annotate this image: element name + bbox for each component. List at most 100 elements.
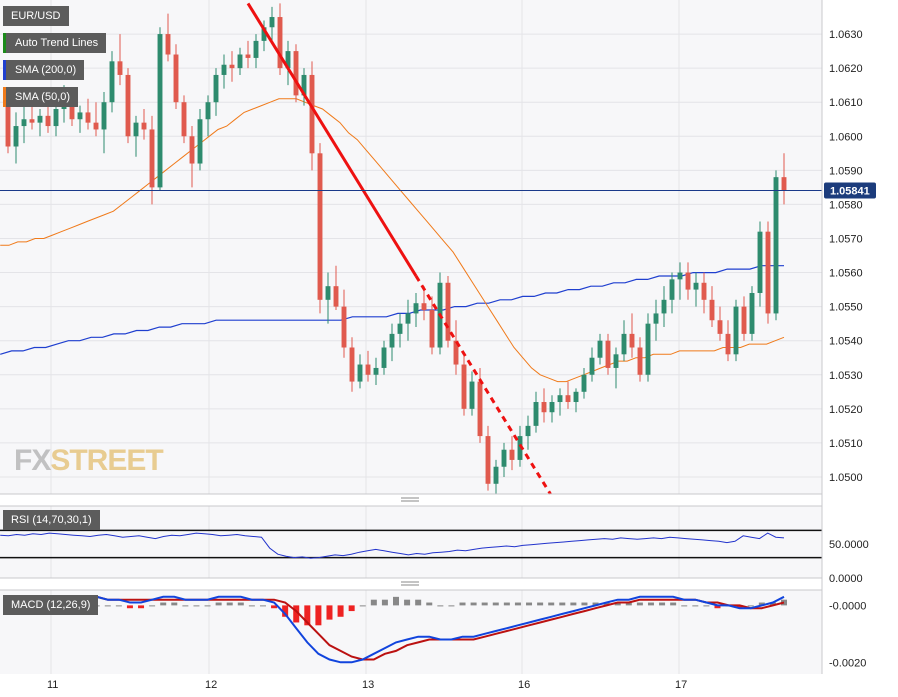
bearish-candle (85, 98, 91, 130)
candle-body (309, 74, 315, 154)
legend-rsi[interactable]: RSI (14,70,30,1) (3, 510, 100, 530)
candle-body (149, 129, 155, 188)
candle-body (5, 102, 11, 147)
candle-body (781, 177, 787, 191)
bullish-candle (589, 347, 595, 382)
y-tick-label: 1.0620 (829, 63, 863, 75)
candle-body (613, 354, 619, 368)
bearish-candle (365, 350, 371, 382)
bullish-candle (581, 367, 587, 399)
macd-panel (0, 590, 822, 674)
macd-histogram-bar (259, 605, 266, 607)
candle-body (493, 466, 499, 484)
candle-body (85, 112, 91, 123)
rsi-series (0, 529, 822, 559)
bullish-candle (197, 109, 203, 171)
bearish-candle (125, 68, 131, 144)
macd-histogram-bar (204, 605, 211, 607)
candle-body (565, 395, 571, 403)
resize-handle[interactable] (401, 497, 419, 502)
bullish-candle (221, 54, 227, 89)
candle-body (333, 286, 339, 307)
macd-histogram-bar (437, 605, 444, 607)
candle-body (277, 17, 283, 69)
y-tick-label: 1.0580 (829, 199, 863, 211)
bullish-candle (301, 68, 307, 106)
candle-body (749, 292, 755, 334)
bearish-candle (309, 61, 315, 171)
legend-auto-trend-lines[interactable]: Auto Trend Lines (3, 33, 107, 53)
bullish-candle (533, 391, 539, 433)
bullish-candle (381, 340, 387, 375)
bullish-candle (621, 320, 627, 362)
candle-body (661, 299, 667, 314)
candlesticks (5, 3, 787, 494)
bearish-candle (485, 425, 491, 491)
bearish-candle (341, 289, 347, 358)
macd-line-path (8, 595, 785, 664)
candle-body (733, 306, 739, 355)
candle-body (469, 381, 475, 409)
candle-body (173, 54, 179, 103)
y-tick-label: 1.0550 (829, 302, 863, 314)
bullish-candle (53, 102, 59, 137)
candle-body (269, 17, 275, 28)
macd-histogram-bar (625, 602, 632, 606)
legend-macd[interactable]: MACD (12,26,9) (3, 595, 99, 615)
macd-histogram-bar (492, 602, 499, 606)
legend-sma-50[interactable]: SMA (50,0) (3, 87, 79, 107)
rsi-tick-label: 0.0000 (829, 573, 863, 585)
macd-histogram-bar (537, 602, 544, 606)
fxstreet-watermark: FXSTREET (14, 444, 164, 477)
candle-body (261, 27, 267, 41)
candle-body (245, 54, 251, 58)
bullish-candle (501, 442, 507, 477)
bullish-candle (597, 333, 603, 365)
candle-body (13, 126, 19, 147)
y-tick-label: 1.0540 (829, 336, 863, 348)
macd-histogram-bar (636, 602, 643, 606)
bullish-candle (205, 95, 211, 137)
candle-body (117, 61, 123, 75)
bullish-candle (373, 357, 379, 385)
bearish-candle (117, 34, 123, 86)
y-tick-label: 1.0630 (829, 29, 863, 41)
candle-body (557, 395, 563, 403)
macd-histogram-bar (769, 602, 776, 606)
legend-sma-200[interactable]: SMA (200,0) (3, 60, 85, 80)
bullish-candle (37, 109, 43, 137)
bearish-candle (565, 381, 571, 409)
macd-histogram-bar (448, 605, 455, 607)
bearish-candle (541, 388, 547, 423)
macd-tick-label: -0.0020 (829, 657, 866, 669)
candle-body (453, 340, 459, 365)
macd-histogram-bar (304, 605, 311, 626)
x-tick-label: 12 (205, 679, 217, 691)
candle-body (573, 391, 579, 403)
rsi-panel (0, 506, 822, 578)
candle-body (317, 153, 323, 300)
auto-trend-line (246, 2, 552, 495)
bullish-candle (133, 115, 139, 157)
macd-histogram-bar (614, 602, 621, 606)
price-panel (0, 0, 822, 494)
candle-body (125, 74, 131, 137)
current-price-label: 1.05841 (830, 185, 870, 197)
macd-histogram-bar (359, 605, 366, 607)
macd-histogram-bar (503, 602, 510, 606)
candle-body (461, 364, 467, 409)
legend-symbol[interactable]: EUR/USD (3, 6, 69, 26)
macd-histogram-bar (736, 605, 743, 609)
bearish-candle (509, 436, 515, 471)
bullish-candle (773, 170, 779, 321)
bullish-candle (269, 6, 275, 41)
macd-histogram-bar (681, 605, 688, 607)
resize-handle[interactable] (401, 581, 419, 586)
macd-tick-label: -0.0000 (829, 600, 866, 612)
candle-body (501, 449, 507, 467)
bullish-candle (109, 51, 115, 113)
bearish-candle (421, 286, 427, 321)
candle-body (413, 303, 419, 314)
bearish-candle (429, 296, 435, 355)
